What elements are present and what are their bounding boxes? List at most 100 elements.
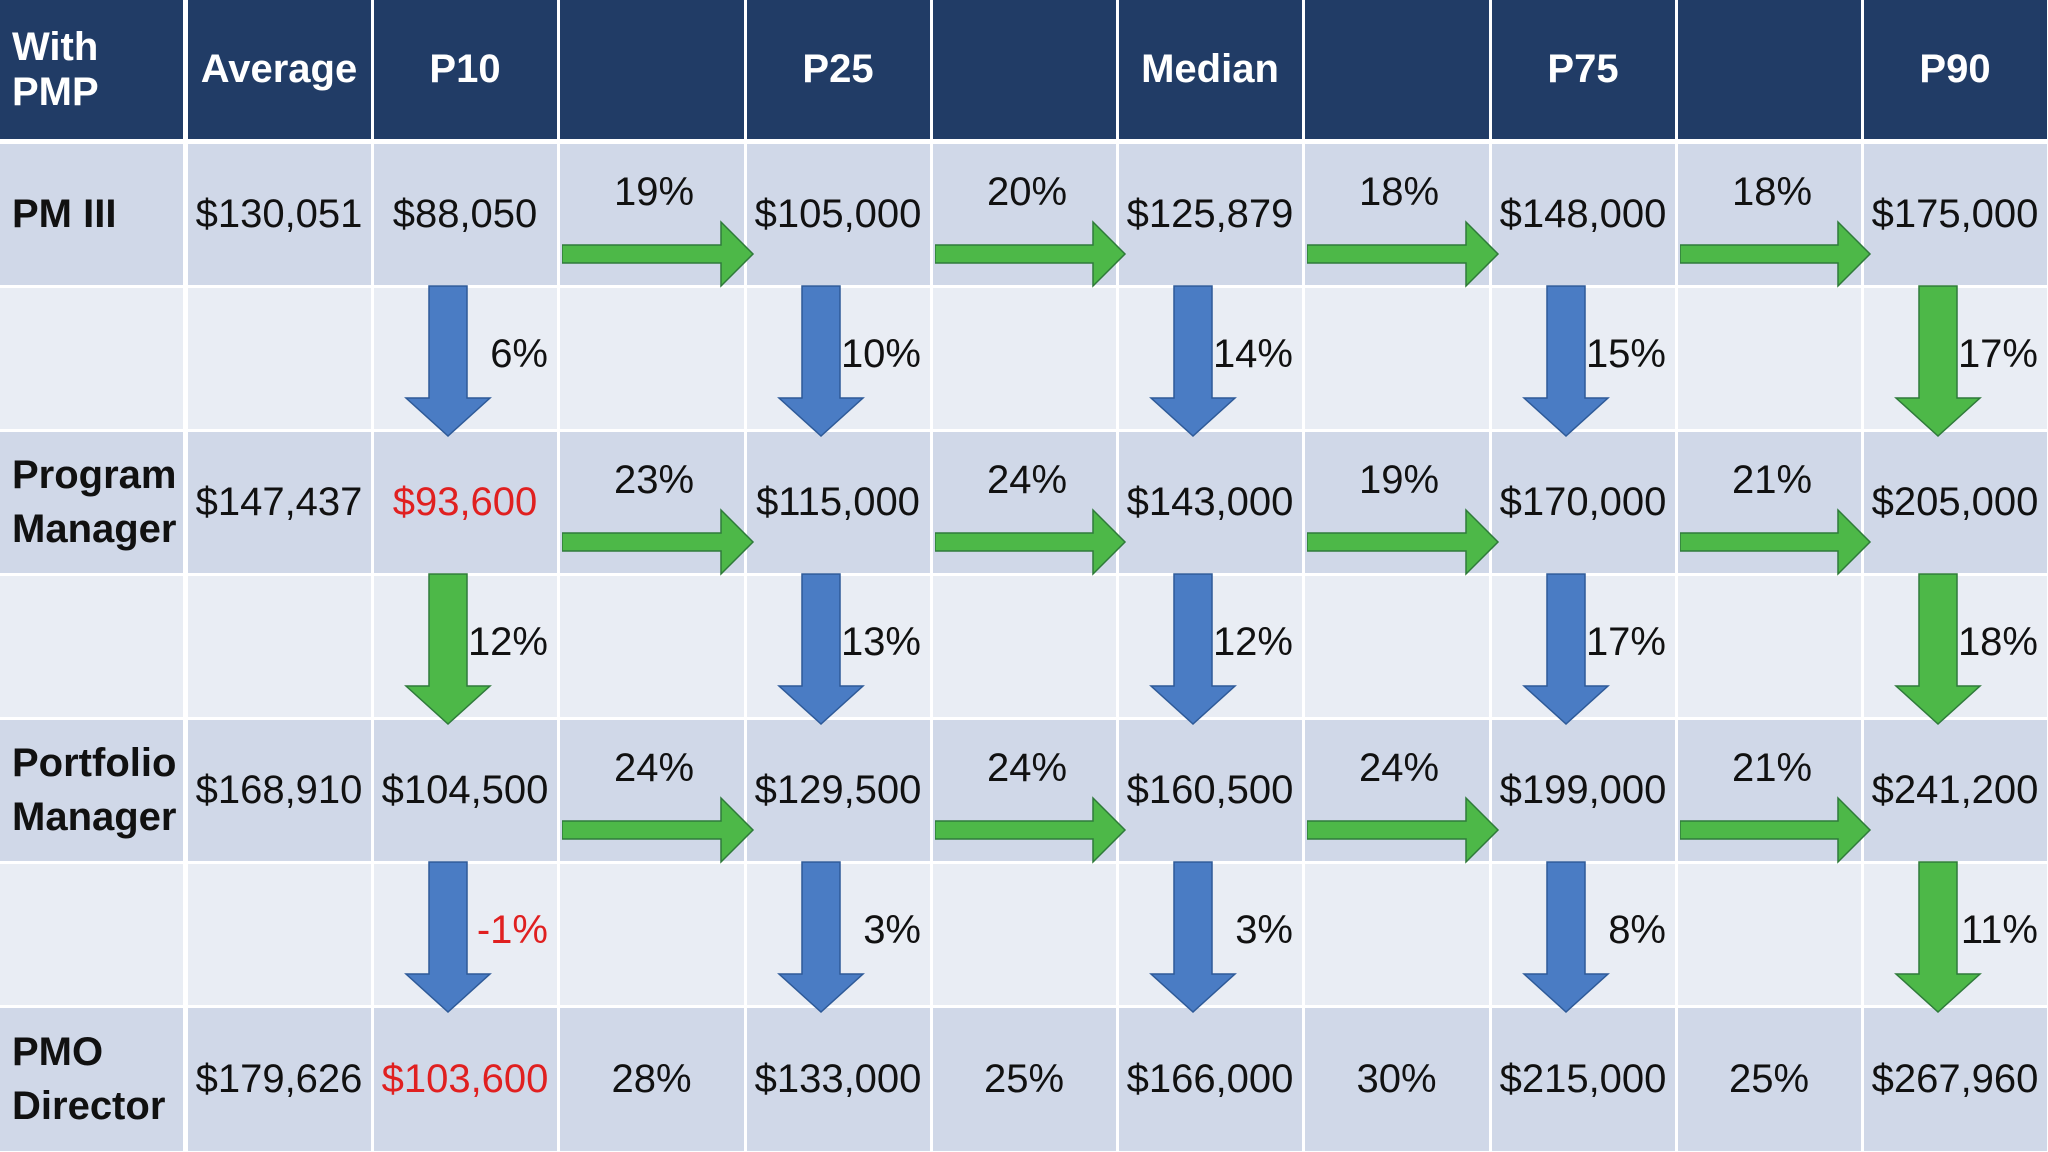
gap-cell: 25%	[932, 1007, 1116, 1151]
spacer-cell	[1304, 287, 1489, 429]
change-arrow-icon	[1149, 285, 1237, 438]
salary-value: $205,000	[1863, 431, 2047, 573]
spacer-cell	[559, 575, 744, 717]
spacer-cell	[1677, 863, 1861, 1005]
change-percent: 13%	[840, 620, 921, 664]
spacer-cell	[1677, 575, 1861, 717]
role-label: PMO Director	[0, 1007, 183, 1151]
average-value: $179,626	[187, 1007, 371, 1151]
increase-arrow-icon	[935, 220, 1127, 288]
increase-arrow-icon	[1680, 220, 1872, 288]
header-cell	[932, 0, 1116, 139]
salary-value: $115,000	[746, 431, 930, 573]
increase-percent: 24%	[987, 458, 1068, 502]
increase-percent: 18%	[1732, 170, 1813, 214]
gap-cell: 25%	[1677, 1007, 1861, 1151]
header-cell: P75	[1491, 0, 1675, 139]
increase-percent: 19%	[614, 170, 695, 214]
header-cell: P10	[373, 0, 557, 139]
increase-percent: 20%	[987, 170, 1068, 214]
increase-arrow-icon	[1307, 796, 1500, 864]
gap-cell: 28%	[559, 1007, 744, 1151]
average-value: $168,910	[187, 719, 371, 861]
spacer-cell	[1304, 575, 1489, 717]
average-value: $130,051	[187, 143, 371, 285]
header-cell	[559, 0, 744, 139]
spacer-cell	[932, 863, 1116, 1005]
spacer-cell	[0, 287, 183, 429]
change-arrow-icon	[1522, 861, 1610, 1014]
salary-value: $88,050	[373, 143, 557, 285]
change-arrow-icon	[1894, 573, 1982, 726]
change-arrow-icon	[1894, 861, 1982, 1014]
spacer-cell	[932, 287, 1116, 429]
increase-arrow-icon	[562, 508, 755, 576]
change-arrow-icon	[1894, 285, 1982, 438]
spacer-cell	[187, 863, 371, 1005]
increase-arrow-icon	[1680, 508, 1872, 576]
change-percent: 11%	[1960, 908, 2038, 952]
change-arrow-icon	[404, 573, 492, 726]
increase-percent: 23%	[614, 458, 695, 502]
change-arrow-icon	[404, 861, 492, 1014]
change-percent: 17%	[1585, 620, 1666, 664]
spacer-cell	[0, 863, 183, 1005]
spacer-cell	[932, 575, 1116, 717]
role-label: Program Manager	[0, 431, 183, 573]
change-arrow-icon	[1149, 573, 1237, 726]
salary-value: $143,000	[1118, 431, 1302, 573]
increase-percent: 19%	[1359, 458, 1440, 502]
increase-percent: 21%	[1732, 458, 1813, 502]
increase-arrow-icon	[1680, 796, 1872, 864]
salary-value: $215,000	[1491, 1007, 1675, 1151]
salary-value: $175,000	[1863, 143, 2047, 285]
change-percent: 18%	[1957, 620, 2038, 664]
increase-percent: 24%	[1359, 746, 1440, 790]
change-percent: 14%	[1212, 332, 1293, 376]
salary-value: $103,600	[373, 1007, 557, 1151]
spacer-cell	[559, 863, 744, 1005]
role-label: PM III	[0, 143, 183, 285]
header-cell: P25	[746, 0, 930, 139]
change-percent: 15%	[1585, 332, 1666, 376]
spacer-cell	[187, 287, 371, 429]
salary-value: $199,000	[1491, 719, 1675, 861]
salary-value: $241,200	[1863, 719, 2047, 861]
increase-arrow-icon	[1307, 220, 1500, 288]
salary-value: $105,000	[746, 143, 930, 285]
change-arrow-icon	[777, 573, 865, 726]
increase-arrow-icon	[935, 796, 1127, 864]
increase-percent: 18%	[1359, 170, 1440, 214]
salary-value: $160,500	[1118, 719, 1302, 861]
increase-arrow-icon	[1307, 508, 1500, 576]
header-cell	[1304, 0, 1489, 139]
change-percent: -1%	[476, 908, 548, 952]
change-arrow-icon	[777, 285, 865, 438]
spacer-cell	[559, 287, 744, 429]
change-percent: 17%	[1957, 332, 2038, 376]
increase-arrow-icon	[935, 508, 1127, 576]
change-arrow-icon	[1522, 573, 1610, 726]
change-percent: 12%	[1212, 620, 1293, 664]
header-cell	[1677, 0, 1861, 139]
change-percent: 6%	[490, 332, 548, 376]
change-arrow-icon	[404, 285, 492, 438]
change-percent: 10%	[840, 332, 921, 376]
spacer-cell	[0, 575, 183, 717]
increase-arrow-icon	[562, 220, 755, 288]
header-cell: P90	[1863, 0, 2047, 139]
change-arrow-icon	[777, 861, 865, 1014]
salary-value: $93,600	[373, 431, 557, 573]
increase-arrow-icon	[562, 796, 755, 864]
salary-value: $170,000	[1491, 431, 1675, 573]
increase-percent: 24%	[614, 746, 695, 790]
salary-value: $267,960	[1863, 1007, 2047, 1151]
spacer-cell	[1304, 863, 1489, 1005]
change-percent: 3%	[1235, 908, 1293, 952]
average-value: $147,437	[187, 431, 371, 573]
salary-value: $133,000	[746, 1007, 930, 1151]
salary-value: $148,000	[1491, 143, 1675, 285]
spacer-cell	[1677, 287, 1861, 429]
salary-value: $125,879	[1118, 143, 1302, 285]
